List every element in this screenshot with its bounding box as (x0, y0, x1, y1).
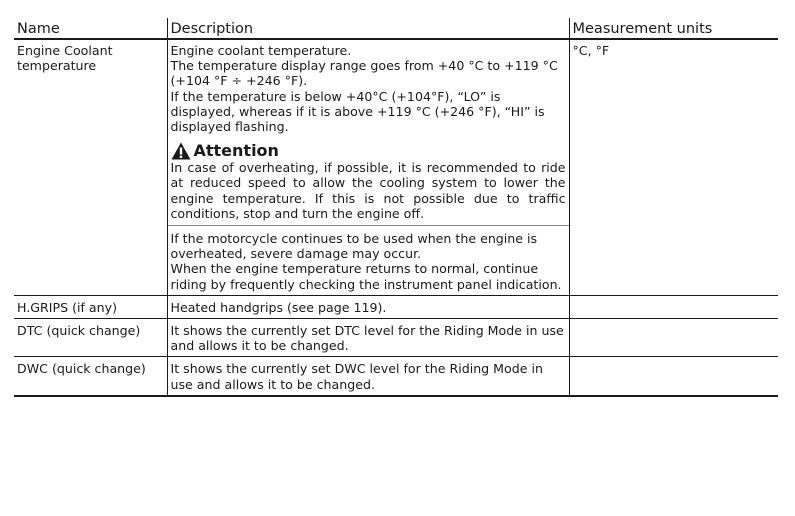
header-row: Name Description Measurement units (14, 18, 778, 40)
row-description: It shows the currently set DWC level for… (166, 356, 569, 397)
row-description: Engine coolant temperature. The temperat… (166, 39, 569, 296)
desc-line: If the motorcycle continues to be used w… (170, 231, 538, 262)
header-name: Name (14, 18, 167, 40)
row-name: H.GRIPS (if any) (14, 295, 167, 320)
row-units (568, 356, 778, 397)
divider (167, 225, 569, 227)
attention-header: Attention (171, 142, 566, 160)
row-description: It shows the currently set DTC level for… (166, 318, 569, 358)
table-row: H.GRIPS (if any) Heated handgrips (see p… (14, 295, 778, 320)
header-units: Measurement units (568, 18, 778, 40)
row-name: Engine Coolant temperature (14, 39, 167, 296)
row-name: DWC (quick change) (14, 356, 167, 397)
desc-line: If the temperature is below +40°C (+104°… (170, 88, 545, 135)
table-row: Engine Coolant temperature Engine coolan… (14, 39, 778, 296)
attention-title: Attention (193, 141, 279, 161)
spec-table: Name Description Measurement units Engin… (14, 18, 778, 397)
attention-text: In case of overheating, if possible, it … (170, 160, 566, 221)
table-row: DWC (quick change) It shows the currentl… (14, 356, 778, 397)
desc-line: The temperature display range goes from … (170, 58, 558, 89)
desc-line: Engine coolant temperature. (170, 43, 352, 58)
row-units (568, 295, 778, 320)
desc-line: When the engine temperature returns to n… (170, 261, 562, 292)
row-name: DTC (quick change) (14, 318, 167, 358)
table-row: DTC (quick change) It shows the currentl… (14, 318, 778, 358)
header-description: Description (166, 18, 569, 40)
row-units: °C, °F (568, 39, 778, 296)
warning-triangle-icon (171, 142, 190, 160)
row-units (568, 318, 778, 358)
row-description: Heated handgrips (see page 119). (166, 295, 569, 320)
